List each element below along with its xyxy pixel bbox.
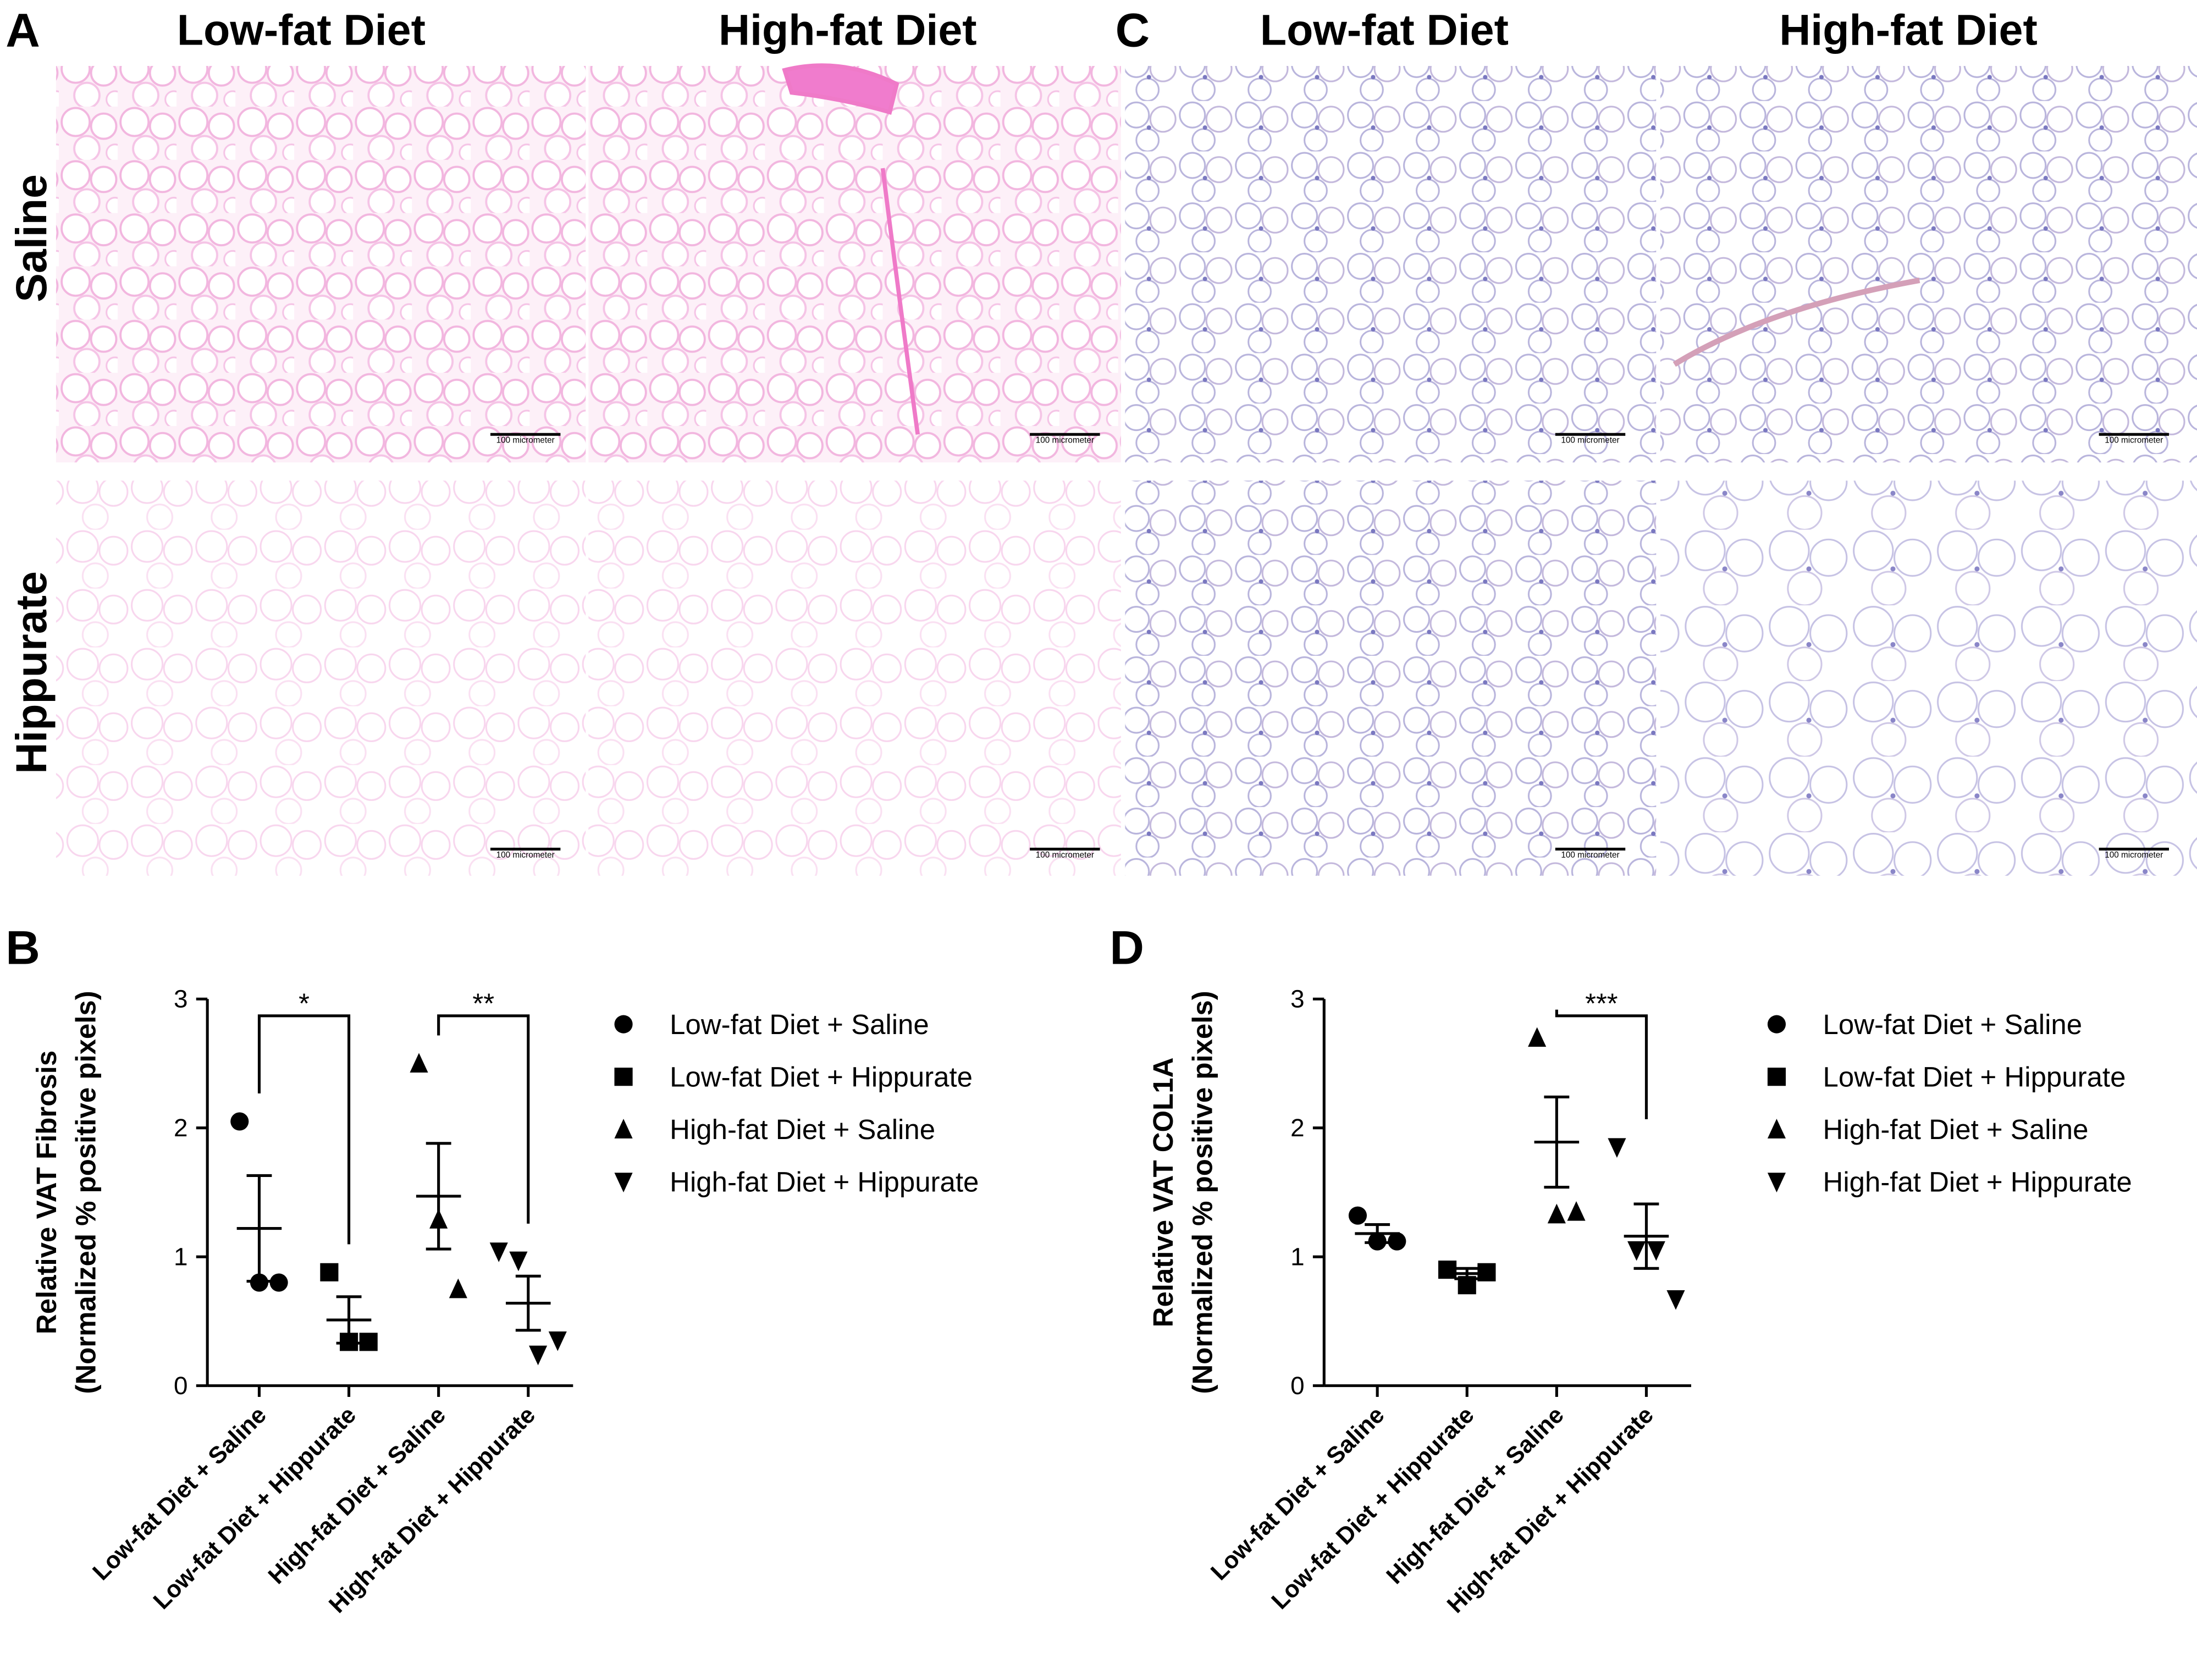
histology-image	[588, 480, 1121, 876]
data-point	[1388, 1232, 1406, 1251]
data-point	[1547, 1203, 1566, 1224]
legend-marker	[1767, 1119, 1786, 1139]
legend-marker	[614, 1015, 633, 1034]
error-bar	[1365, 1223, 1390, 1244]
histology-image	[56, 65, 586, 463]
data-point	[230, 1112, 249, 1131]
scale-bar-label: 100 micrometer	[1561, 850, 1619, 860]
legend-label: Low-fat Diet + Hippurate	[1823, 1062, 2126, 1093]
panel-label: A	[5, 4, 40, 57]
data-point	[1666, 1290, 1685, 1310]
scale-bar-label: 100 micrometer	[496, 850, 555, 860]
data-point	[1647, 1241, 1665, 1261]
significance-label: *	[299, 988, 310, 1019]
scale-bar-label: 100 micrometer	[2105, 850, 2163, 860]
significance-label: ***	[1585, 988, 1618, 1019]
error-bar	[1633, 1202, 1659, 1270]
histology-image	[56, 480, 586, 876]
legend-marker	[1767, 1015, 1786, 1034]
data-point	[529, 1345, 548, 1366]
error-bar	[426, 1142, 451, 1251]
column-header: High-fat Diet	[719, 5, 977, 54]
data-point	[1627, 1241, 1646, 1261]
data-point	[1528, 1027, 1547, 1047]
x-tick-label: High-fat Diet + Saline	[263, 1402, 451, 1589]
data-point	[320, 1263, 339, 1281]
y-axis-title: (Normalized % positive pixels)	[70, 991, 101, 1394]
legend-marker	[614, 1068, 633, 1086]
legend-label: Low-fat Diet + Saline	[1823, 1009, 2083, 1040]
panel-label: B	[5, 922, 40, 975]
column-header: Low-fat Diet	[177, 5, 426, 54]
data-point	[359, 1333, 378, 1351]
data-point	[1348, 1206, 1367, 1225]
scale-bar-label: 100 micrometer	[2105, 436, 2163, 445]
data-point	[489, 1242, 508, 1262]
histology-image	[1125, 65, 1657, 463]
row-header: Saline	[7, 174, 56, 302]
stain-region	[782, 63, 920, 435]
x-tick-label: Low-fat Diet + Saline	[88, 1402, 272, 1585]
data-point	[1438, 1261, 1457, 1279]
y-tick-label: 3	[174, 985, 188, 1013]
significance-bracket	[1555, 1009, 1648, 1119]
y-axis-title: Relative VAT Fibrosis	[31, 1051, 62, 1334]
x-tick-label: Low-fat Diet + Saline	[1206, 1402, 1389, 1585]
row-header: Hippurate	[7, 571, 56, 774]
panel-label: D	[1109, 922, 1144, 975]
data-point	[449, 1278, 467, 1298]
legend-label: Low-fat Diet + Saline	[670, 1009, 929, 1040]
error-bar	[515, 1274, 541, 1332]
y-tick-label: 0	[1290, 1371, 1305, 1400]
histology-image	[588, 65, 1121, 463]
legend-label: High-fat Diet + Hippurate	[1823, 1167, 2132, 1198]
scale-bar-label: 100 micrometer	[1036, 850, 1094, 860]
y-tick-label: 2	[174, 1113, 188, 1142]
legend-label: Low-fat Diet + Hippurate	[670, 1062, 973, 1093]
legend-label: High-fat Diet + Saline	[670, 1114, 935, 1145]
data-point	[548, 1331, 567, 1351]
panel-label: C	[1116, 4, 1150, 57]
data-point	[1608, 1138, 1626, 1158]
significance-bracket	[437, 1014, 530, 1224]
y-tick-label: 3	[1290, 985, 1305, 1013]
histology-image	[1660, 65, 2197, 463]
data-point	[269, 1273, 288, 1292]
significance-label: **	[472, 988, 494, 1019]
y-axis-title: (Normalized % positive pixels)	[1186, 991, 1218, 1394]
legend-marker	[1767, 1173, 1786, 1192]
error-bar	[246, 1174, 272, 1283]
error-bar	[1544, 1095, 1570, 1189]
legend-marker	[1767, 1068, 1786, 1086]
legend-label: High-fat Diet + Hippurate	[670, 1167, 979, 1198]
y-tick-label: 1	[174, 1242, 188, 1270]
significance-bracket	[257, 1014, 351, 1245]
column-header: Low-fat Diet	[1260, 5, 1509, 54]
legend-marker	[614, 1173, 633, 1192]
scale-bar-label: 100 micrometer	[1561, 436, 1619, 445]
image-panels	[56, 63, 2197, 876]
y-tick-label: 2	[1290, 1113, 1305, 1142]
data-point	[1567, 1201, 1586, 1221]
error-bar	[1454, 1267, 1480, 1280]
stain-region	[1672, 277, 1920, 367]
data-point	[509, 1251, 528, 1272]
y-axis-title: Relative VAT COL1A	[1147, 1058, 1179, 1328]
scale-bar-label: 100 micrometer	[496, 436, 555, 445]
histology-image	[1125, 480, 1657, 876]
data-point	[410, 1053, 428, 1073]
column-header: High-fat Diet	[1779, 5, 2038, 54]
y-tick-label: 0	[174, 1371, 188, 1400]
error-bar	[336, 1295, 362, 1345]
legend-marker	[614, 1119, 633, 1139]
histology-image	[1660, 480, 2197, 876]
x-tick-label: High-fat Diet + Saline	[1382, 1402, 1569, 1589]
y-tick-label: 1	[1290, 1242, 1305, 1270]
scale-bar-label: 100 micrometer	[1036, 436, 1094, 445]
legend-label: High-fat Diet + Saline	[1823, 1114, 2089, 1145]
